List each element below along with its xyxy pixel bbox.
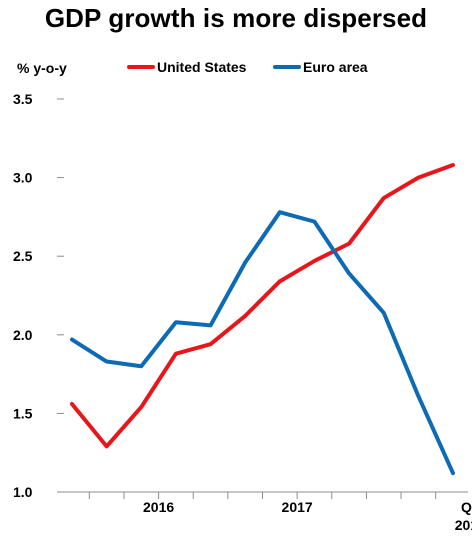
x-tick-label: 2016	[143, 499, 174, 515]
y-tick-label: 3.0	[13, 170, 33, 186]
x-tick-label: 2017	[282, 499, 313, 515]
chart-title: GDP growth is more dispersed	[45, 3, 427, 33]
y-axis-label: % y-o-y	[17, 60, 67, 76]
series-line-euro-area	[70, 210, 455, 476]
legend-label-united-states: United States	[157, 59, 247, 75]
y-tick-label: 2.0	[13, 327, 33, 343]
y-tick-label: 1.0	[13, 484, 33, 500]
axes: 1.0 1.5 2.0 2.5 3.0 3.5 2016 2017 Q4 2018	[13, 91, 472, 533]
legend-label-euro-area: Euro area	[303, 59, 368, 75]
y-tick-label: 2.5	[13, 248, 33, 264]
y-tick-label: 3.5	[13, 91, 33, 107]
x-tick-label: Q4	[461, 499, 472, 515]
series	[70, 163, 455, 476]
series-line-united-states	[70, 163, 455, 449]
y-tick-label: 1.5	[13, 405, 33, 421]
x-tick-label: 2018	[455, 517, 472, 533]
legend: United States Euro area	[127, 59, 368, 75]
